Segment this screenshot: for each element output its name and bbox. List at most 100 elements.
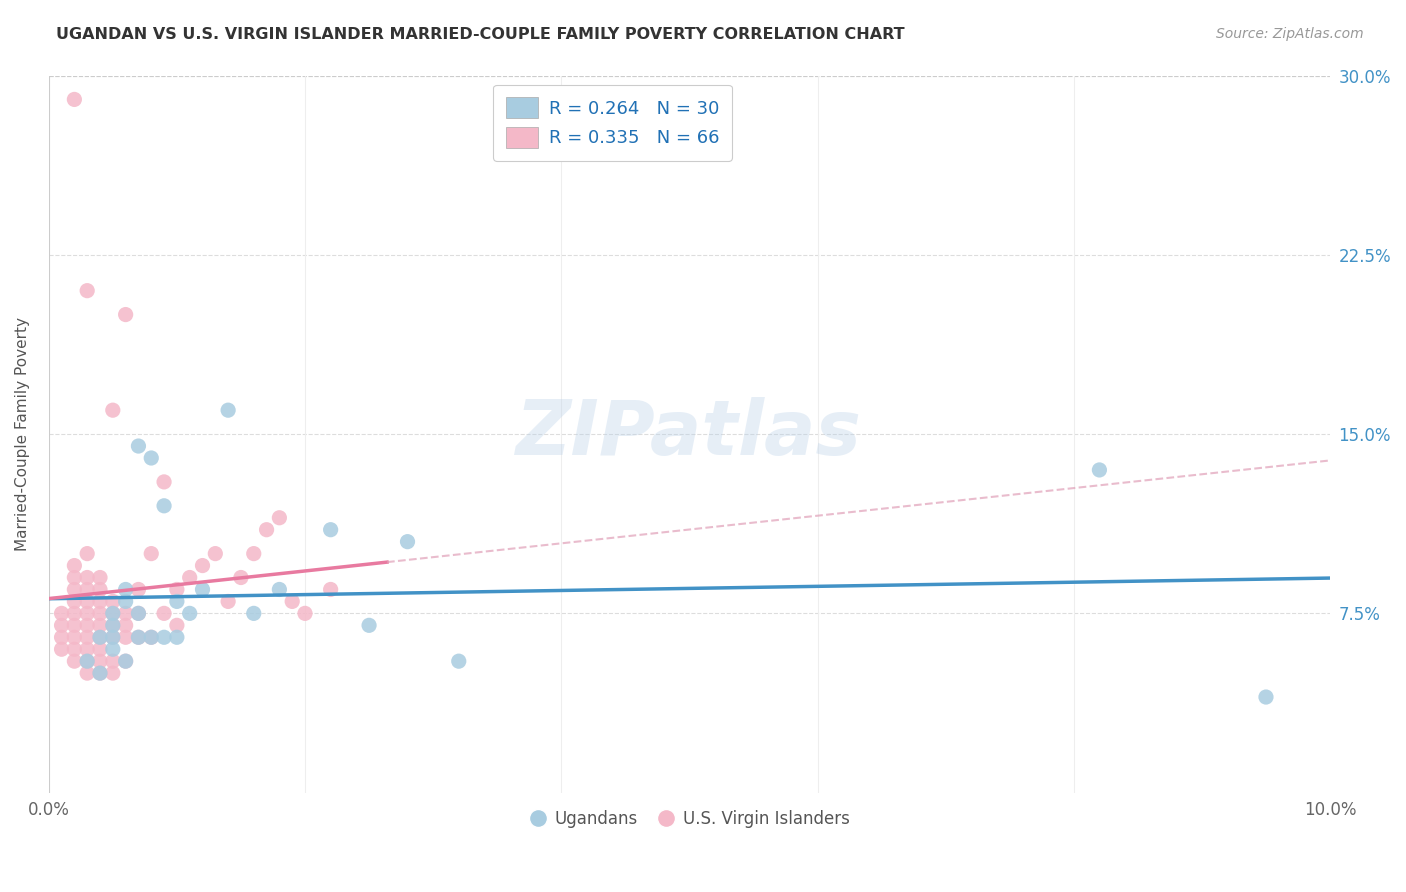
Text: ZIPatlas: ZIPatlas: [516, 397, 862, 471]
Point: [76, 654, 98, 668]
Text: Source: ZipAtlas.com: Source: ZipAtlas.com: [1216, 27, 1364, 41]
Point: [63, 642, 86, 657]
Point: [89, 654, 111, 668]
Point: [101, 594, 124, 608]
Point: [141, 450, 163, 465]
Point: [127, 607, 149, 621]
Point: [127, 630, 149, 644]
Point: [101, 618, 124, 632]
Point: [242, 607, 264, 621]
Point: [1088, 463, 1111, 477]
Point: [166, 594, 188, 608]
Point: [114, 618, 136, 632]
Point: [166, 582, 188, 597]
Text: UGANDAN VS U.S. VIRGIN ISLANDER MARRIED-COUPLE FAMILY POVERTY CORRELATION CHART: UGANDAN VS U.S. VIRGIN ISLANDER MARRIED-…: [56, 27, 905, 42]
Point: [63, 654, 86, 668]
Point: [76, 666, 98, 681]
Point: [51, 618, 73, 632]
Point: [63, 607, 86, 621]
Y-axis label: Married-Couple Family Poverty: Married-Couple Family Poverty: [15, 317, 30, 551]
Point: [51, 630, 73, 644]
Point: [63, 630, 86, 644]
Point: [141, 547, 163, 561]
Point: [63, 618, 86, 632]
Point: [447, 654, 470, 668]
Point: [114, 630, 136, 644]
Point: [76, 654, 98, 668]
Point: [166, 618, 188, 632]
Point: [89, 607, 111, 621]
Point: [63, 582, 86, 597]
Point: [76, 642, 98, 657]
Point: [269, 510, 291, 524]
Point: [217, 594, 239, 608]
Point: [76, 594, 98, 608]
Point: [51, 642, 73, 657]
Point: [114, 582, 136, 597]
Point: [114, 654, 136, 668]
Point: [51, 607, 73, 621]
Point: [127, 630, 149, 644]
Point: [63, 558, 86, 573]
Point: [89, 630, 111, 644]
Point: [269, 582, 291, 597]
Point: [141, 630, 163, 644]
Point: [281, 594, 304, 608]
Point: [101, 618, 124, 632]
Point: [89, 618, 111, 632]
Point: [294, 607, 316, 621]
Point: [76, 284, 98, 298]
Point: [76, 607, 98, 621]
Point: [396, 534, 419, 549]
Point: [127, 582, 149, 597]
Point: [101, 403, 124, 417]
Point: [76, 630, 98, 644]
Point: [179, 607, 201, 621]
Point: [89, 642, 111, 657]
Point: [191, 558, 214, 573]
Point: [63, 594, 86, 608]
Point: [114, 594, 136, 608]
Point: [76, 582, 98, 597]
Point: [127, 439, 149, 453]
Point: [319, 582, 342, 597]
Point: [101, 654, 124, 668]
Point: [179, 570, 201, 584]
Point: [153, 475, 176, 489]
Point: [101, 607, 124, 621]
Point: [217, 403, 239, 417]
Point: [114, 607, 136, 621]
Point: [319, 523, 342, 537]
Point: [101, 607, 124, 621]
Point: [204, 547, 226, 561]
Point: [89, 630, 111, 644]
Point: [76, 547, 98, 561]
Point: [101, 630, 124, 644]
Point: [127, 607, 149, 621]
Point: [141, 630, 163, 644]
Point: [166, 630, 188, 644]
Point: [357, 618, 380, 632]
Point: [63, 92, 86, 106]
Point: [89, 594, 111, 608]
Point: [153, 499, 176, 513]
Point: [89, 570, 111, 584]
Point: [101, 666, 124, 681]
Point: [89, 666, 111, 681]
Point: [89, 666, 111, 681]
Point: [114, 308, 136, 322]
Point: [101, 630, 124, 644]
Point: [153, 607, 176, 621]
Point: [89, 582, 111, 597]
Point: [153, 630, 176, 644]
Point: [76, 570, 98, 584]
Point: [229, 570, 252, 584]
Point: [101, 642, 124, 657]
Point: [191, 582, 214, 597]
Point: [1254, 690, 1277, 704]
Point: [242, 547, 264, 561]
Point: [63, 570, 86, 584]
Legend: Ugandans, U.S. Virgin Islanders: Ugandans, U.S. Virgin Islanders: [523, 803, 856, 835]
Point: [76, 618, 98, 632]
Point: [114, 654, 136, 668]
